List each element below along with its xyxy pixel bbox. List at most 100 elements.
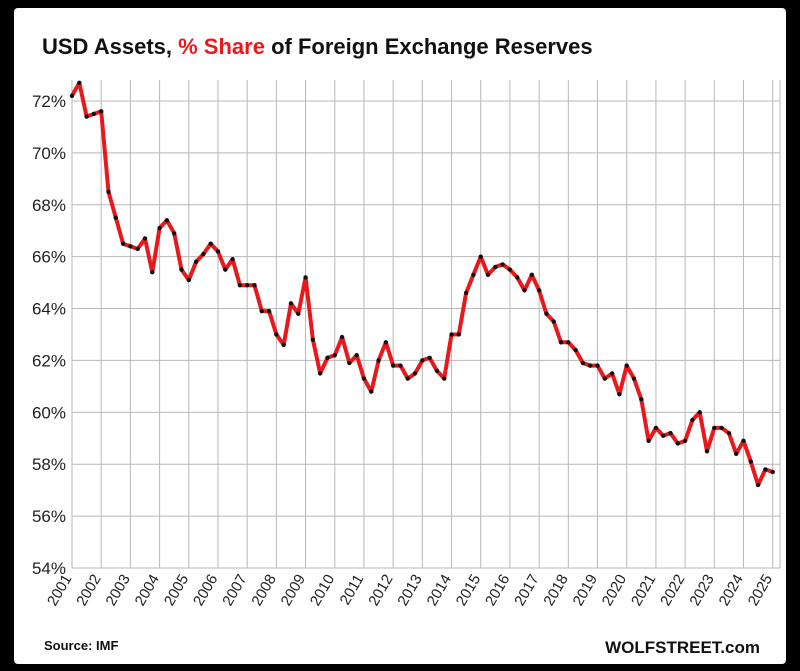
data-point xyxy=(69,93,75,98)
data-point xyxy=(259,308,264,314)
data-point xyxy=(171,231,177,236)
data-point xyxy=(478,254,483,259)
data-point xyxy=(237,282,243,288)
x-tick-label: 2021 xyxy=(628,572,659,609)
data-point xyxy=(617,391,622,397)
data-point xyxy=(704,449,710,454)
data-point xyxy=(135,246,140,252)
x-tick-label: 2004 xyxy=(132,572,163,609)
data-point xyxy=(223,267,228,272)
data-point xyxy=(770,469,775,475)
data-point xyxy=(580,360,586,366)
data-point xyxy=(471,272,476,278)
data-point xyxy=(288,301,294,306)
y-tick-label: 56% xyxy=(32,507,66,526)
data-point xyxy=(712,425,717,431)
data-point xyxy=(463,290,469,296)
x-tick-label: 2017 xyxy=(511,572,542,609)
data-point xyxy=(274,332,279,337)
x-tick-label: 2003 xyxy=(102,572,133,609)
data-point xyxy=(150,270,155,275)
x-tick-label: 2007 xyxy=(219,572,250,609)
data-point xyxy=(266,308,272,314)
y-tick-label: 64% xyxy=(32,300,66,319)
data-point xyxy=(332,353,337,358)
data-point xyxy=(741,438,746,444)
data-point xyxy=(186,277,191,283)
data-point xyxy=(507,267,513,272)
data-point xyxy=(317,371,323,376)
data-point xyxy=(91,111,97,117)
data-point xyxy=(179,267,184,272)
x-tick-label: 2016 xyxy=(482,572,513,609)
data-point xyxy=(310,337,316,342)
data-point xyxy=(529,272,535,278)
data-point xyxy=(485,272,491,278)
data-point xyxy=(252,282,257,288)
data-point xyxy=(420,358,425,363)
data-point xyxy=(383,340,389,345)
data-point xyxy=(748,459,754,464)
data-point xyxy=(361,376,367,381)
data-point xyxy=(690,417,695,423)
title-part-rest: of Foreign Exchange Reserves xyxy=(264,34,593,59)
data-point xyxy=(726,430,732,436)
data-point xyxy=(734,451,739,457)
x-tick-label: 2012 xyxy=(365,572,396,609)
data-point xyxy=(164,218,170,223)
data-point xyxy=(157,225,162,231)
data-point xyxy=(412,371,418,376)
x-tick-label: 2008 xyxy=(248,572,279,609)
line-chart: 54%56%58%60%62%64%66%68%70%72%2001200220… xyxy=(32,80,781,609)
data-point xyxy=(376,358,381,363)
data-point xyxy=(369,389,374,394)
x-tick-label: 2002 xyxy=(73,572,104,609)
data-point xyxy=(427,355,432,361)
data-point xyxy=(84,114,89,119)
y-tick-label: 66% xyxy=(32,248,66,267)
x-tick-label: 2022 xyxy=(657,572,688,609)
chart-title: USD Assets, % Share of Foreign Exchange … xyxy=(42,34,593,60)
axis-layer: 54%56%58%60%62%64%66%68%70%72%2001200220… xyxy=(32,92,776,609)
y-tick-label: 72% xyxy=(32,92,66,111)
data-point xyxy=(449,332,454,337)
data-point xyxy=(661,433,666,438)
data-point xyxy=(719,425,724,431)
data-point xyxy=(763,467,768,472)
x-tick-label: 2023 xyxy=(686,572,717,609)
data-point xyxy=(296,311,301,316)
data-point xyxy=(106,189,111,194)
x-tick-label: 2019 xyxy=(570,572,601,609)
data-point xyxy=(566,340,571,345)
data-point xyxy=(675,441,681,446)
x-tick-label: 2006 xyxy=(190,572,221,609)
series-layer xyxy=(69,80,775,488)
data-point xyxy=(303,275,308,280)
data-point xyxy=(551,319,556,324)
data-point xyxy=(354,353,359,358)
data-point xyxy=(646,438,651,444)
data-point xyxy=(456,332,462,337)
x-tick-label: 2011 xyxy=(337,572,368,608)
data-point xyxy=(215,249,221,254)
data-point xyxy=(142,236,148,241)
data-point xyxy=(500,262,505,267)
x-tick-label: 2010 xyxy=(307,572,338,609)
y-tick-label: 70% xyxy=(32,144,66,163)
data-point xyxy=(98,109,104,114)
data-point xyxy=(631,376,637,381)
data-point xyxy=(244,282,250,288)
data-point xyxy=(653,425,659,431)
data-point xyxy=(193,259,199,265)
data-point xyxy=(668,430,673,436)
x-tick-label: 2024 xyxy=(716,572,747,609)
data-point xyxy=(339,334,345,340)
data-point xyxy=(281,342,286,348)
data-point xyxy=(493,264,498,270)
data-point xyxy=(77,80,82,86)
y-tick-label: 58% xyxy=(32,455,66,474)
data-point xyxy=(113,215,118,220)
data-point xyxy=(697,410,702,415)
data-point xyxy=(128,244,133,249)
x-tick-label: 2009 xyxy=(278,572,309,609)
